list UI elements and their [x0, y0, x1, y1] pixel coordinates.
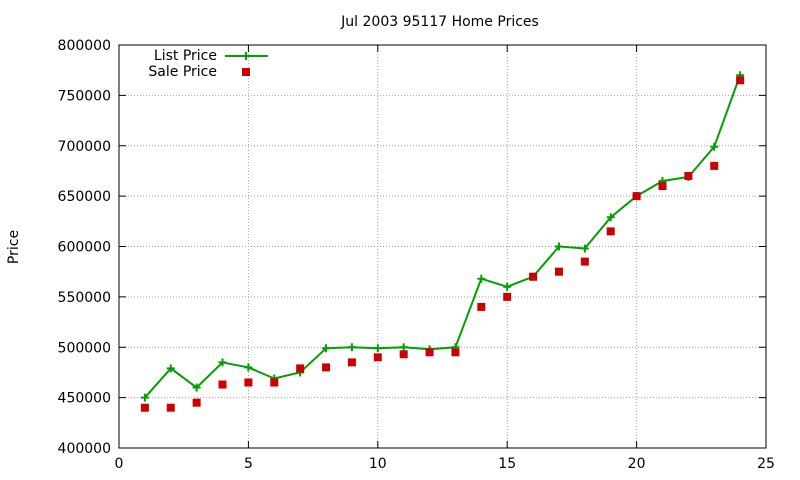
xtick-label: 15 — [498, 456, 516, 472]
list-price-point — [606, 213, 615, 222]
list-price-point — [244, 363, 253, 372]
ytick-label: 650000 — [58, 189, 111, 205]
sale-price-point — [244, 378, 253, 387]
sale-price-point — [451, 348, 460, 357]
xtick-label: 25 — [757, 456, 775, 472]
list-price-point — [580, 244, 589, 253]
sale-price-point — [529, 272, 538, 281]
sale-price-point — [399, 350, 408, 359]
list-price-point — [503, 282, 512, 291]
sale-price-point — [296, 364, 305, 373]
ytick-label: 550000 — [58, 290, 111, 306]
sale-price-point — [347, 358, 356, 367]
sale-price-point — [166, 403, 175, 412]
xtick-label: 20 — [628, 456, 646, 472]
legend-marker-sale-price — [242, 68, 250, 76]
sale-price-point — [632, 192, 641, 201]
xtick-label: 5 — [244, 456, 253, 472]
data-series — [140, 71, 745, 412]
sale-price-point — [218, 380, 227, 389]
list-price-point — [218, 358, 227, 367]
sale-price-point — [658, 182, 667, 191]
ytick-label: 700000 — [58, 139, 111, 155]
list-price-point — [399, 343, 408, 352]
ytick-label: 500000 — [58, 340, 111, 356]
sale-price-point — [684, 171, 693, 180]
gridlines — [119, 45, 766, 448]
sale-price-point — [425, 348, 434, 357]
sale-price-point — [736, 76, 745, 85]
list-price-point — [322, 344, 331, 353]
sale-price-point — [710, 161, 719, 170]
ytick-label: 400000 — [58, 441, 111, 457]
list-price-point — [373, 344, 382, 353]
plot-frame — [118, 44, 767, 449]
series-line-list-price — [144, 74, 742, 399]
ytick-label: 800000 — [58, 38, 111, 54]
list-price-point — [166, 364, 175, 373]
sale-price-point — [554, 267, 563, 276]
legend-label-list-price: List Price — [154, 48, 217, 64]
sale-price-point — [140, 403, 149, 412]
sale-price-point — [270, 378, 279, 387]
ytick-label: 750000 — [58, 88, 111, 104]
legend-label-sale-price: Sale Price — [148, 64, 217, 80]
sale-price-point — [606, 227, 615, 236]
list-price-point — [710, 142, 719, 151]
ytick-label: 600000 — [58, 240, 111, 256]
list-price-point — [192, 383, 201, 392]
sale-price-point — [373, 353, 382, 362]
chart-title: Jul 2003 95117 Home Prices — [340, 14, 539, 30]
y-axis-label: Price — [6, 230, 22, 264]
legend: List Price Sale Price — [148, 48, 268, 80]
sale-price-point — [580, 257, 589, 266]
list-price-point — [347, 343, 356, 352]
ytick-label: 450000 — [58, 391, 111, 407]
xtick-label: 10 — [369, 456, 387, 472]
sale-price-point — [322, 363, 331, 372]
sale-price-point — [503, 292, 512, 301]
xtick-label: 0 — [115, 456, 124, 472]
sale-price-point — [192, 398, 201, 407]
list-price-point — [477, 274, 486, 283]
sale-price-point — [477, 302, 486, 311]
list-price-point — [554, 242, 563, 251]
tick-labels: 400000 450000 500000 550000 600000 650000 7000… — [58, 38, 775, 472]
list-price-point — [140, 393, 149, 402]
